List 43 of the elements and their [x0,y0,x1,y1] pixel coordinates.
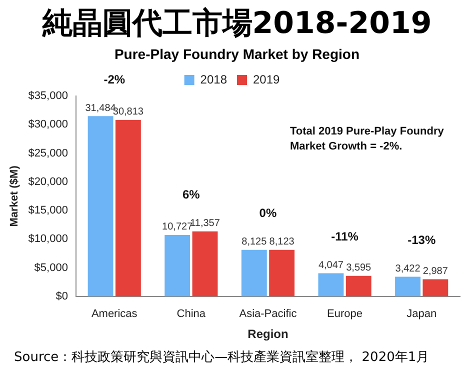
y-axis-title: Market ($M) [8,165,21,227]
y-tick-label: $15,000 [28,204,68,217]
y-tick-label: $5,000 [34,262,68,274]
bar [269,250,295,296]
y-tick-label: $35,000 [28,90,68,102]
x-tick-label: Americas [91,308,138,320]
x-tick-label: Asia-Pacific [239,308,298,320]
data-label: 3,595 [346,262,372,274]
bar [346,276,372,296]
text: -2% [104,72,126,86]
bar [192,231,218,296]
bar [88,116,114,296]
y-tick-label: $25,000 [28,147,68,160]
source-note: Source：科技政策研究與資訊中心—科技產業資訊室整理， 2020年1月 [13,349,430,367]
y-tick-label: $0 [56,290,68,302]
y-tick-label: $10,000 [28,233,68,246]
annotation: -11% [331,230,359,244]
x-axis-title: Region [248,327,288,342]
data-label: 2,987 [422,266,448,278]
bar [318,273,344,296]
chart-title: 純晶圓代工市場2018-2019 [41,5,433,43]
legend-label: 2018 [200,72,228,86]
data-label: 8,123 [269,236,295,248]
x-tick-label: Japan [406,308,437,320]
x-tick-label: China [176,308,206,320]
chart-subtitle: Pure-Play Foundry Market by Region [113,45,361,64]
y-tick-label: $30,000 [28,118,68,131]
legend-label: 2019 [253,72,280,86]
y-tick-label: $20,000 [28,176,68,188]
bar [422,279,448,296]
data-label: 8,125 [242,236,268,248]
bar [164,234,190,296]
annotation: -13% [408,233,436,248]
annotation: Total 2019 Pure-Play Foundry Market Growth = -2%. [290,126,445,153]
bar [241,250,267,296]
annotation: 0% [259,206,277,220]
data-label: 30,813 [112,106,144,118]
data-label: 4,047 [318,260,344,271]
annotation: 6% [182,188,200,202]
bar [395,276,420,296]
x-tick-label: Europe [327,308,363,320]
data-label: 3,422 [395,264,421,275]
bar [115,120,141,296]
